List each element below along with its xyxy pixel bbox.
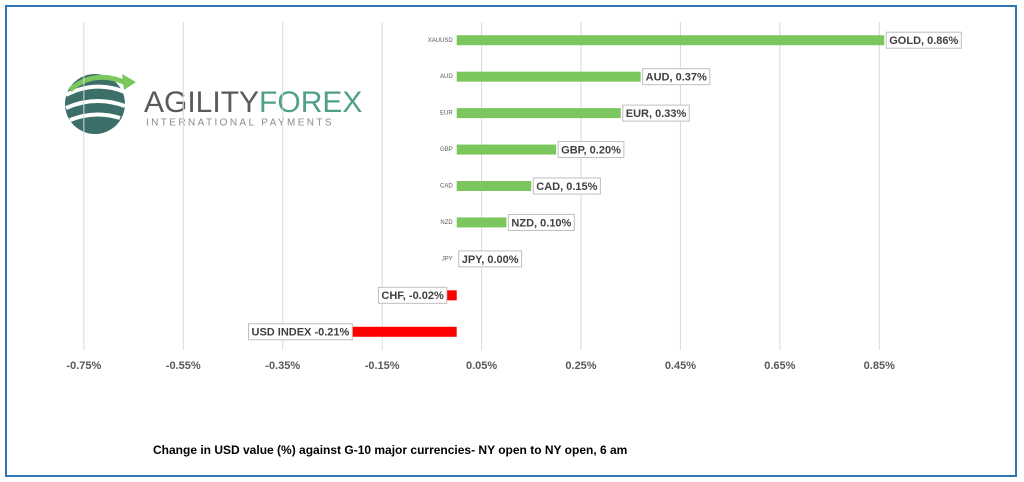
value-label: GOLD, 0.86% (885, 31, 962, 49)
value-label-box (507, 213, 575, 231)
logo-stripe (65, 99, 126, 110)
logo-name-1: AGILITY (144, 86, 259, 119)
bar (352, 326, 457, 337)
y-tick-label: EUR (440, 111, 453, 117)
x-tick-label: 0.25% (565, 360, 596, 372)
value-label-box (377, 286, 448, 304)
value-label-text: GBP, 0.20% (561, 144, 621, 156)
x-tick-label: -0.15% (365, 360, 400, 372)
value-label-box (642, 68, 711, 86)
logo: AGILITYFOREX INTERNATIONAL PAYMENTS (65, 74, 362, 134)
logo-arrow-head (122, 74, 136, 90)
y-tick-label: JPY (442, 256, 453, 262)
frame (5, 5, 1017, 477)
value-label: EUR, 0.33% (622, 104, 690, 122)
value-label-text: CHF, -0.02% (381, 290, 444, 302)
x-tick-label: 0.85% (864, 360, 895, 372)
value-label: NZD, 0.10% (507, 213, 575, 231)
value-label-box (557, 141, 625, 159)
logo-tagline: INTERNATIONAL PAYMENTS (146, 118, 334, 129)
value-label-box (532, 177, 601, 195)
value-label: CAD, 0.15% (532, 177, 601, 195)
value-label-text: NZD, 0.10% (511, 217, 571, 229)
value-label-text: CAD, 0.15% (536, 181, 597, 193)
x-tick-label: 0.05% (466, 360, 497, 372)
bar (456, 181, 532, 191)
y-tick-label: XAUUSD (428, 38, 454, 44)
value-label: GBP, 0.20% (557, 141, 625, 159)
value-label-text: GOLD, 0.86% (889, 35, 958, 47)
bar (446, 290, 457, 301)
y-tick-label: GBP (440, 147, 453, 153)
x-tick-label: 0.65% (764, 360, 795, 372)
value-label: CHF, -0.02% (377, 286, 448, 304)
x-tick-label: 0.45% (665, 360, 696, 372)
value-label-box (885, 31, 962, 49)
x-tick-label: -0.35% (265, 360, 300, 372)
value-label-box (622, 104, 690, 122)
value-label-box (458, 250, 523, 268)
y-tick-label: AUD (440, 74, 453, 80)
logo-stripe (65, 84, 126, 97)
logo-name-2: FOREX (259, 86, 362, 119)
logo-arrow (68, 74, 130, 92)
value-label-box (248, 323, 353, 341)
value-label-text: USD INDEX -0.21% (252, 327, 350, 339)
y-tick-label: CAD (440, 184, 453, 190)
chart-title: Change in USD value (%) against G-10 maj… (153, 443, 627, 457)
value-label: USD INDEX -0.21% (248, 323, 353, 341)
bar (456, 108, 621, 119)
x-tick-label: -0.55% (166, 360, 201, 372)
logo-name: AGILITYFOREX (144, 86, 362, 119)
bar (456, 217, 507, 228)
bar (456, 35, 885, 46)
logo-stripe (69, 112, 121, 122)
value-label-text: JPY, 0.00% (462, 254, 519, 266)
bar (456, 71, 641, 82)
value-label: JPY, 0.00% (458, 250, 523, 268)
value-label-text: EUR, 0.33% (626, 108, 687, 120)
value-label-text: AUD, 0.37% (646, 72, 707, 84)
y-tick-label: NZD (440, 220, 453, 226)
bar (456, 144, 557, 155)
x-tick-label: -0.75% (66, 360, 101, 372)
value-label: AUD, 0.37% (642, 68, 711, 86)
